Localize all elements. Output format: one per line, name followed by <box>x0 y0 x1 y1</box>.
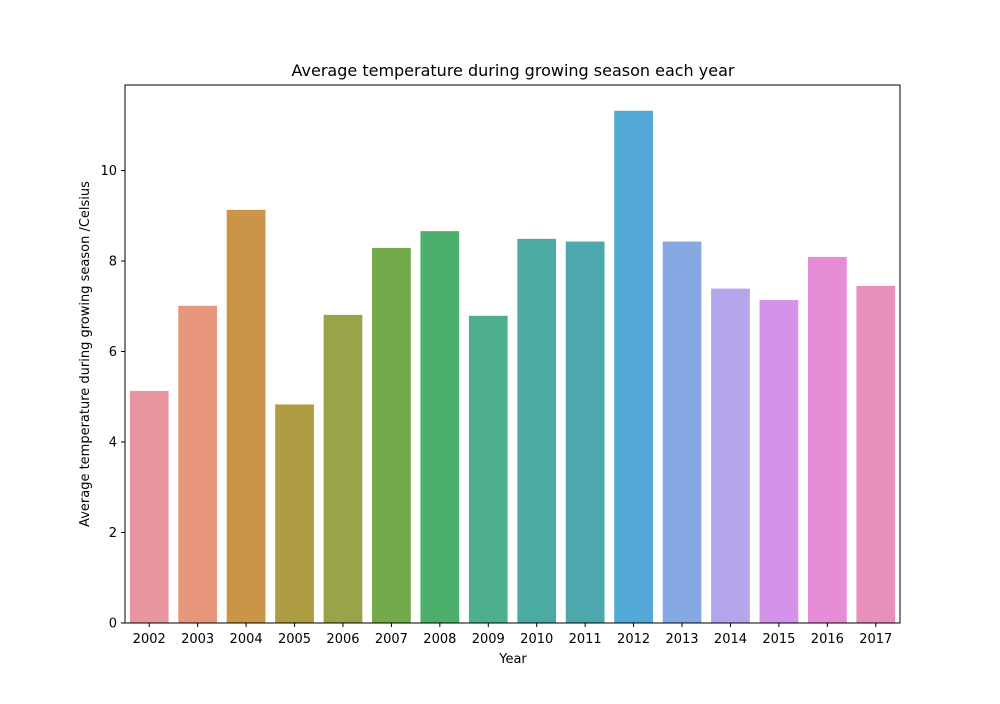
x-tick-label: 2004 <box>230 632 263 647</box>
x-tick-label: 2014 <box>714 632 747 647</box>
bar-2004 <box>226 209 266 623</box>
x-tick-label: 2012 <box>617 632 650 647</box>
x-tick-label: 2013 <box>665 632 698 647</box>
bar-2011 <box>565 241 605 623</box>
bar-2002 <box>129 390 169 623</box>
y-tick-label: 2 <box>109 526 117 541</box>
y-axis-label: Average temperature during growing seaso… <box>78 181 93 527</box>
x-tick-label: 2015 <box>762 632 795 647</box>
bar-2017 <box>856 285 896 623</box>
y-tick-label: 0 <box>109 617 117 632</box>
y-tick-label: 8 <box>109 255 117 270</box>
bar-2014 <box>711 288 750 623</box>
x-axis: 2002 2003 2004 2005 2006 2007 2008 2009 2010 2011… <box>133 623 892 647</box>
bar-2010 <box>517 238 557 623</box>
bar-2009 <box>468 315 508 623</box>
bar-2005 <box>275 404 314 623</box>
x-tick-label: 2017 <box>859 632 892 647</box>
bar-2008 <box>420 231 460 623</box>
bar-2013 <box>662 241 702 623</box>
x-tick-label: 2002 <box>133 632 166 647</box>
x-tick-label: 2005 <box>278 632 311 647</box>
x-tick-label: 2016 <box>811 632 844 647</box>
bar-2007 <box>372 247 411 623</box>
chart-title: Average temperature during growing seaso… <box>292 61 735 80</box>
x-tick-label: 2008 <box>423 632 456 647</box>
x-tick-label: 2003 <box>181 632 214 647</box>
bars-layer <box>129 110 896 624</box>
plot-frame <box>124 84 901 624</box>
x-tick-label: 2010 <box>520 632 553 647</box>
bar-2012 <box>614 110 653 624</box>
x-tick-label: 2011 <box>569 632 602 647</box>
y-tick-label: 10 <box>100 164 117 179</box>
bar-2016 <box>807 256 847 623</box>
bar-2015 <box>759 299 799 623</box>
y-tick-label: 4 <box>109 436 117 451</box>
y-axis: 0 2 4 6 8 10 <box>100 164 125 632</box>
y-tick-label: 6 <box>109 345 117 360</box>
bar-2003 <box>178 305 218 623</box>
bar-2006 <box>323 314 363 623</box>
x-tick-label: 2007 <box>375 632 408 647</box>
x-tick-label: 2006 <box>326 632 359 647</box>
x-tick-label: 2009 <box>472 632 505 647</box>
x-axis-label: Year <box>498 652 527 667</box>
